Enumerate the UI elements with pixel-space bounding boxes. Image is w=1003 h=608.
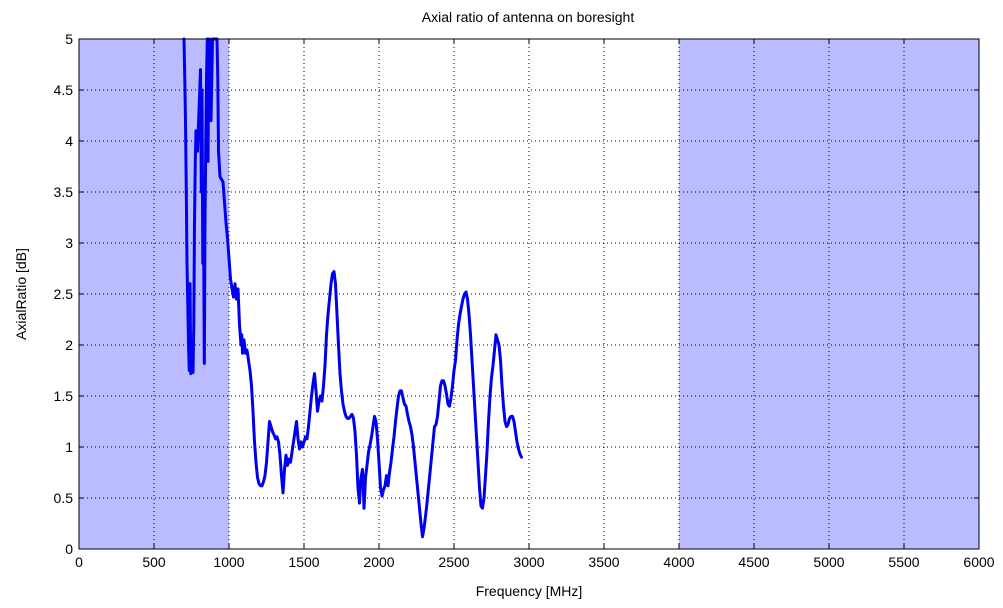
x-axis-title: Frequency [MHz] [476,583,583,599]
x-tick-label: 5000 [813,554,844,570]
y-tick-label: 3 [65,235,73,251]
y-tick-label: 0.5 [54,490,74,506]
y-tick-label: 0 [65,541,73,557]
y-tick-label: 2.5 [54,286,74,302]
x-tick-label: 3000 [513,554,544,570]
x-tick-label: 5500 [888,554,919,570]
x-tick-label: 6000 [963,554,994,570]
x-tick-label: 0 [75,554,83,570]
chart-title: Axial ratio of antenna on boresight [422,9,635,25]
y-axis-title: AxialRatio [dB] [13,248,29,340]
y-tick-label: 4.5 [54,82,74,98]
y-tick-label: 2 [65,337,73,353]
x-tick-label: 1500 [288,554,319,570]
y-tick-label: 3.5 [54,184,74,200]
x-tick-label: 2000 [363,554,394,570]
x-tick-label: 2500 [438,554,469,570]
y-tick-label: 1.5 [54,388,74,404]
series-line-1 [182,37,523,539]
data-series [182,37,523,539]
x-tick-label: 1000 [213,554,244,570]
y-tick-label: 5 [65,31,73,47]
grid-lines [79,39,979,549]
x-tick-label: 500 [142,554,166,570]
x-tick-label: 4500 [738,554,769,570]
y-tick-label: 4 [65,133,73,149]
y-tick-label: 1 [65,439,73,455]
axis-ticks: 0 500 1000 1500 2000 2500 3000 3500 4000 4500 5000… [54,31,995,570]
x-tick-label: 3500 [588,554,619,570]
x-tick-label: 4000 [663,554,694,570]
